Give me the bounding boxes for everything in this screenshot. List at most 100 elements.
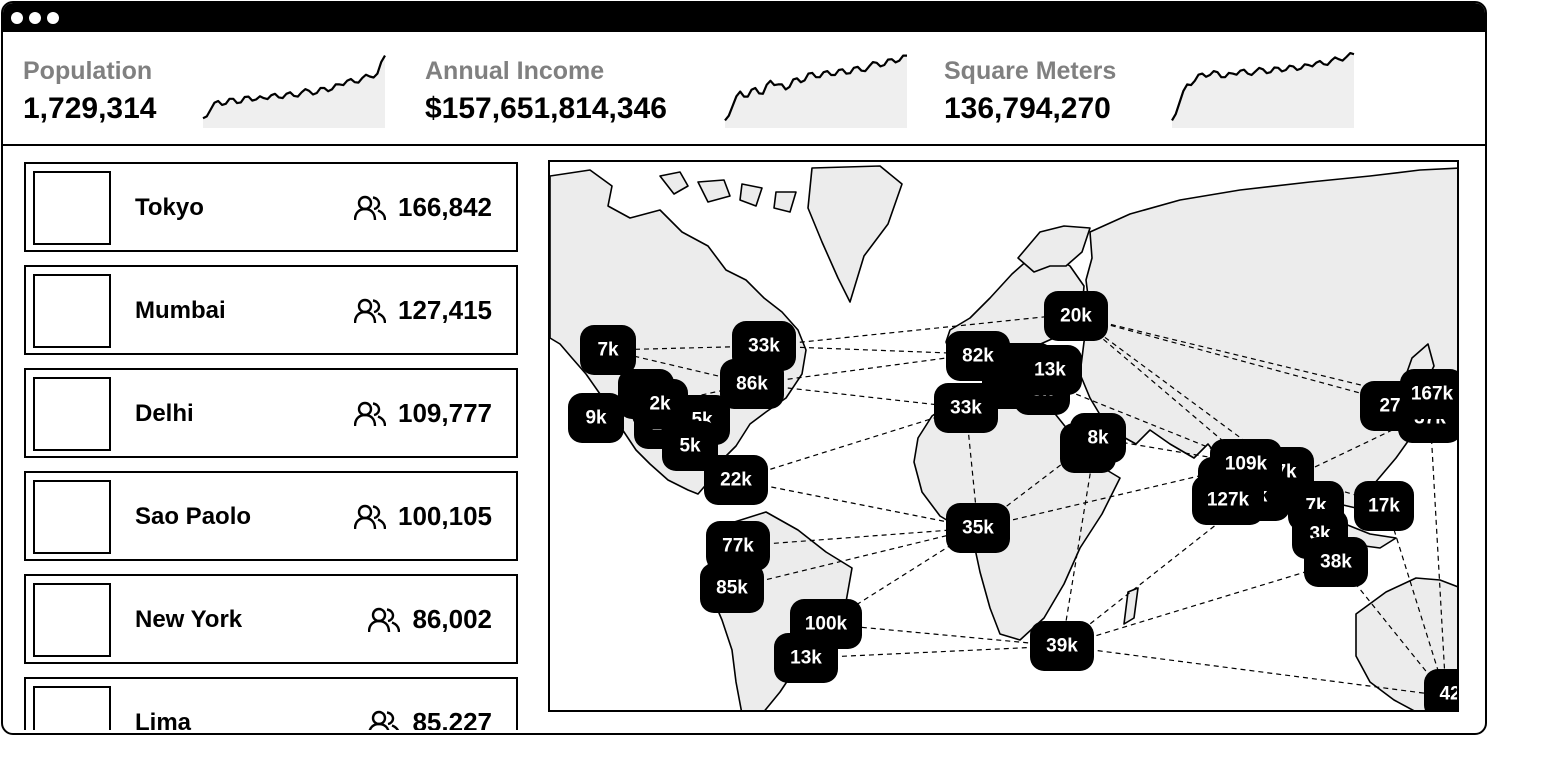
connection-line <box>977 437 1097 529</box>
marker-label: 17k <box>1368 496 1400 517</box>
sparkline-line <box>1171 52 1355 121</box>
sparkline-line <box>202 55 386 120</box>
users-icon <box>354 195 387 220</box>
city-card[interactable]: Mumbai 127,415 <box>24 265 518 355</box>
connection-line <box>1075 315 1399 395</box>
map-marker[interactable]: 82k <box>946 331 1010 381</box>
map-canvas[interactable]: 7k 9k 2k 10 5k 5k 2k 33k 86k 22k 77k 85k… <box>550 162 1459 712</box>
connection-line <box>825 623 1063 647</box>
population-value: 109,777 <box>398 398 492 428</box>
map-marker[interactable]: 77k <box>706 521 770 571</box>
city-name: Sao Paolo <box>135 503 252 530</box>
map-marker[interactable]: 20k <box>1044 291 1108 341</box>
connection-line <box>977 463 1251 529</box>
city-list[interactable]: Tokyo 166,842 Mumbai 127,415 Delhi 109,7… <box>22 158 522 730</box>
title-bar <box>3 3 1485 32</box>
marker-label: 42 <box>1439 684 1459 705</box>
connection-line <box>731 527 979 589</box>
city-card[interactable]: Lima 85,227 <box>24 677 518 730</box>
marker-label: 20k <box>1060 306 1092 327</box>
map-marker[interactable]: 8k <box>1070 413 1126 463</box>
map-marker[interactable]: 33k <box>732 321 796 371</box>
arctic-island <box>739 183 763 207</box>
map-marker[interactable]: 7k <box>580 325 636 375</box>
marker-label: 33k <box>950 398 982 419</box>
arctic-island <box>773 191 797 213</box>
world-map[interactable]: 7k 9k 2k 10 5k 5k 2k 33k 86k 22k 77k 85k… <box>548 160 1459 712</box>
map-marker[interactable]: 85k <box>700 563 764 613</box>
users-icon <box>368 710 400 730</box>
stat-value: 136,794,270 <box>944 92 1111 125</box>
map-marker[interactable]: 5k <box>662 421 718 471</box>
marker-label: 167k <box>1411 384 1454 405</box>
marker-label: 77k <box>722 536 754 557</box>
income-sparkline <box>724 54 907 128</box>
city-thumbnail <box>33 377 111 451</box>
connection-line <box>805 645 1063 659</box>
marker-label: 109k <box>1225 454 1268 475</box>
window-close-dot[interactable] <box>11 12 23 24</box>
city-card[interactable]: Sao Paolo 100,105 <box>24 471 518 561</box>
city-markers: 7k 9k 2k 10 5k 5k 2k 33k 86k 22k 77k 85k… <box>568 291 1459 712</box>
city-thumbnail <box>33 583 111 657</box>
city-population: 127,415 <box>354 295 492 326</box>
marker-label: 9k <box>585 408 607 429</box>
map-marker[interactable]: 86k <box>720 359 784 409</box>
window-maximize-dot[interactable] <box>47 12 59 24</box>
marker-label: 127k <box>1207 490 1250 511</box>
connection-line <box>763 313 1073 347</box>
city-thumbnail <box>33 480 111 554</box>
marker-label: 22k <box>720 470 752 491</box>
map-marker[interactable]: 22k <box>704 455 768 505</box>
city-population: 85,227 <box>368 707 492 730</box>
city-thumbnail <box>33 171 111 245</box>
city-name: Tokyo <box>135 194 204 221</box>
city-thumbnail <box>33 686 111 730</box>
marker-label: 8k <box>1087 428 1109 449</box>
map-marker[interactable]: 13k <box>1018 345 1082 395</box>
scandinavia-landmass <box>1017 225 1091 273</box>
users-icon <box>354 298 387 323</box>
sparkline-area <box>1172 53 1354 128</box>
map-marker[interactable]: 33k <box>934 383 998 433</box>
city-thumbnail <box>33 274 111 348</box>
marker-label: 13k <box>790 648 822 669</box>
marker-label: 100k <box>805 614 848 635</box>
users-icon <box>354 504 387 529</box>
city-name: Delhi <box>135 400 194 427</box>
sparkline-line <box>724 54 907 122</box>
map-marker[interactable]: 13k <box>774 633 838 683</box>
map-marker[interactable]: 39k <box>1030 621 1094 671</box>
area-sparkline <box>1171 52 1355 128</box>
population-value: 127,415 <box>398 295 492 325</box>
city-name: Mumbai <box>135 297 226 324</box>
map-marker[interactable]: 38k <box>1304 537 1368 587</box>
map-marker[interactable]: 2k <box>632 379 688 429</box>
city-card[interactable]: Tokyo 166,842 <box>24 162 518 252</box>
marker-label: 5k <box>679 436 701 457</box>
greenland-landmass <box>807 165 903 303</box>
connection-line <box>751 353 977 385</box>
window-minimize-dot[interactable] <box>29 12 41 24</box>
city-card[interactable]: Delhi 109,777 <box>24 368 518 458</box>
map-marker[interactable]: 167k <box>1400 369 1459 419</box>
arctic-island <box>659 171 689 195</box>
connection-line <box>737 527 979 547</box>
users-icon <box>354 401 387 426</box>
marker-label: 86k <box>736 374 768 395</box>
map-marker[interactable]: 17k <box>1354 481 1414 531</box>
map-marker[interactable]: 35k <box>946 503 1010 553</box>
stats-bar: Population 1,729,314 Annual Income $157,… <box>3 32 1485 146</box>
city-population: 100,105 <box>354 501 492 532</box>
map-marker[interactable]: 42 <box>1424 669 1459 712</box>
city-card[interactable]: New York 86,002 <box>24 574 518 664</box>
population-sparkline <box>202 55 386 128</box>
population-value: 86,002 <box>412 604 492 634</box>
stat-label: Annual Income <box>425 57 605 85</box>
stat-value: $157,651,814,346 <box>425 92 667 125</box>
map-marker[interactable]: 9k <box>568 393 624 443</box>
stat-label: Population <box>23 57 153 85</box>
connection-line <box>1061 437 1097 647</box>
stat-label: Square Meters <box>944 57 1117 85</box>
map-marker[interactable]: 127k <box>1192 475 1264 525</box>
